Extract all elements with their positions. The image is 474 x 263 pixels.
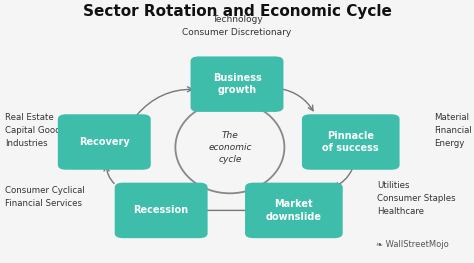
Text: Healthcare: Healthcare [377, 207, 424, 216]
Text: Recession: Recession [134, 205, 189, 215]
Text: Sector Rotation and Economic Cycle: Sector Rotation and Economic Cycle [82, 4, 392, 19]
Text: Material: Material [434, 113, 469, 122]
FancyBboxPatch shape [191, 57, 283, 112]
Text: Industries: Industries [5, 139, 47, 148]
Text: Consumer Staples: Consumer Staples [377, 194, 456, 203]
FancyArrowPatch shape [334, 170, 352, 188]
Text: Energy: Energy [434, 139, 464, 148]
Text: ❧ WallStreetMojo: ❧ WallStreetMojo [376, 240, 449, 249]
Text: Consumer Cyclical: Consumer Cyclical [5, 186, 84, 195]
Text: The
economic
cycle: The economic cycle [208, 131, 252, 164]
FancyArrowPatch shape [280, 89, 313, 111]
Ellipse shape [175, 101, 284, 193]
Text: Pinnacle
of success: Pinnacle of success [322, 131, 379, 153]
FancyBboxPatch shape [302, 114, 400, 170]
Text: Capital Goods: Capital Goods [5, 126, 65, 135]
Text: Technology: Technology [211, 15, 263, 24]
Text: Financial: Financial [434, 126, 472, 135]
FancyBboxPatch shape [58, 114, 151, 170]
FancyArrowPatch shape [201, 208, 251, 213]
Text: Real Estate: Real Estate [5, 113, 54, 122]
Text: Financial Services: Financial Services [5, 199, 82, 208]
Text: Business
growth: Business growth [213, 73, 261, 95]
Text: Recovery: Recovery [79, 137, 130, 147]
FancyBboxPatch shape [245, 183, 343, 238]
FancyArrowPatch shape [104, 166, 114, 184]
FancyArrowPatch shape [137, 87, 192, 115]
Text: Consumer Discretionary: Consumer Discretionary [182, 28, 292, 37]
FancyBboxPatch shape [115, 183, 208, 238]
Text: Utilities: Utilities [377, 181, 410, 190]
Text: Market
downslide: Market downslide [266, 199, 322, 222]
